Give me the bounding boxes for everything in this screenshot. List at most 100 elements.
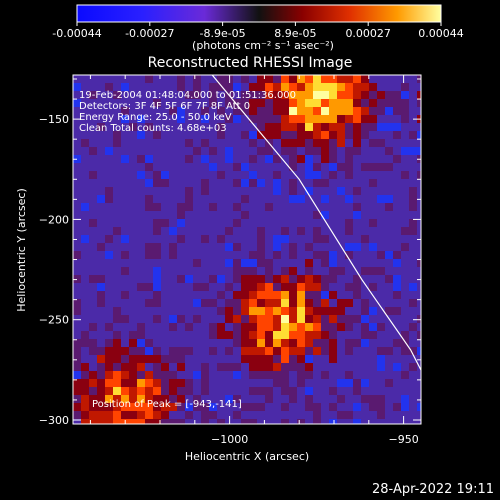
heatmap-cell — [193, 419, 201, 424]
heatmap-cell — [369, 331, 377, 339]
heatmap-cell — [305, 203, 313, 211]
heatmap-cell — [257, 379, 265, 387]
heatmap-cell — [409, 267, 417, 275]
heatmap-cell — [409, 299, 417, 307]
heatmap-cell — [217, 83, 225, 91]
heatmap-cell — [209, 115, 217, 123]
heatmap-cell — [249, 259, 257, 267]
heatmap-cell — [329, 363, 337, 371]
heatmap-cell — [345, 99, 353, 107]
heatmap-cell — [97, 299, 105, 307]
heatmap-cell — [241, 195, 249, 203]
heatmap-cell — [337, 91, 345, 99]
colorbar-tick-label: -8.9e-05 — [199, 27, 245, 40]
heatmap-cell — [241, 243, 249, 251]
heatmap-cell — [281, 275, 289, 283]
heatmap-cell — [377, 139, 385, 147]
heatmap-cell — [177, 107, 185, 115]
heatmap-cell — [313, 267, 321, 275]
heatmap-cell — [361, 291, 369, 299]
heatmap-cell — [137, 179, 145, 187]
heatmap-cell — [409, 387, 417, 395]
heatmap-cell — [73, 91, 81, 99]
heatmap-cell — [169, 99, 177, 107]
heatmap-cell — [145, 363, 153, 371]
heatmap-cell — [97, 323, 105, 331]
heatmap-cell — [401, 179, 409, 187]
heatmap-cell — [313, 171, 321, 179]
heatmap-cell — [145, 331, 153, 339]
heatmap-cell — [217, 323, 225, 331]
heatmap-cell — [401, 91, 409, 99]
heatmap-cell — [105, 123, 113, 131]
heatmap-cell — [97, 187, 105, 195]
heatmap-cell — [169, 291, 177, 299]
heatmap-cell — [385, 251, 393, 259]
heatmap-cell — [337, 315, 345, 323]
heatmap-cell — [113, 227, 121, 235]
heatmap-cell — [137, 235, 145, 243]
heatmap-cell — [361, 99, 369, 107]
heatmap-cell — [257, 187, 265, 195]
heatmap-cell — [281, 163, 289, 171]
heatmap-cell — [401, 379, 409, 387]
heatmap-cell — [241, 99, 249, 107]
heatmap-cell — [329, 395, 337, 403]
heatmap-cell — [209, 147, 217, 155]
heatmap-cell — [393, 259, 401, 267]
heatmap-cell — [409, 371, 417, 379]
heatmap-cell — [241, 155, 249, 163]
heatmap-cell — [417, 243, 421, 251]
heatmap-cell — [417, 91, 421, 99]
heatmap-cell — [137, 411, 145, 419]
x-axis-label: Heliocentric X (arcsec) — [185, 450, 309, 463]
heatmap-cell — [249, 155, 257, 163]
heatmap-cell — [329, 115, 337, 123]
heatmap-cell — [121, 347, 129, 355]
heatmap-cell — [289, 379, 297, 387]
heatmap-cell — [233, 211, 241, 219]
heatmap-cell — [177, 395, 185, 403]
heatmap-cell — [185, 323, 193, 331]
heatmap-cell — [361, 179, 369, 187]
heatmap-cell — [329, 75, 337, 83]
heatmap-cell — [345, 347, 353, 355]
heatmap-cell — [281, 187, 289, 195]
heatmap-cell — [409, 291, 417, 299]
heatmap-cell — [201, 155, 209, 163]
heatmap-cell — [281, 83, 289, 91]
heatmap-cell — [217, 283, 225, 291]
heatmap-cell — [201, 307, 209, 315]
heatmap-cell — [385, 179, 393, 187]
heatmap-cell — [233, 323, 241, 331]
heatmap-cell — [145, 419, 153, 424]
heatmap-cell — [89, 387, 97, 395]
heatmap-cell — [273, 355, 281, 363]
timestamp: 28-Apr-2022 19:11 — [372, 482, 494, 497]
heatmap-cell — [369, 83, 377, 91]
heatmap-cell — [177, 251, 185, 259]
heatmap-cell — [241, 331, 249, 339]
heatmap-cell — [161, 275, 169, 283]
heatmap-cell — [313, 147, 321, 155]
heatmap-cell — [313, 91, 321, 99]
heatmap-cell — [305, 243, 313, 251]
heatmap-cell — [169, 299, 177, 307]
heatmap-cell — [161, 387, 169, 395]
heatmap-cell — [225, 307, 233, 315]
heatmap-cell — [201, 115, 209, 123]
heatmap-cell — [137, 379, 145, 387]
heatmap-cell — [353, 147, 361, 155]
heatmap-cell — [217, 259, 225, 267]
heatmap-cell — [241, 203, 249, 211]
heatmap-cell — [137, 283, 145, 291]
heatmap-cell — [113, 267, 121, 275]
heatmap-cell — [401, 123, 409, 131]
heatmap-cell — [257, 139, 265, 147]
heatmap-cell — [289, 363, 297, 371]
heatmap-cell — [121, 403, 129, 411]
colorbar-tick-label: -0.00027 — [125, 27, 174, 40]
heatmap-cell — [73, 347, 81, 355]
heatmap-cell — [353, 283, 361, 291]
heatmap-cell — [393, 211, 401, 219]
